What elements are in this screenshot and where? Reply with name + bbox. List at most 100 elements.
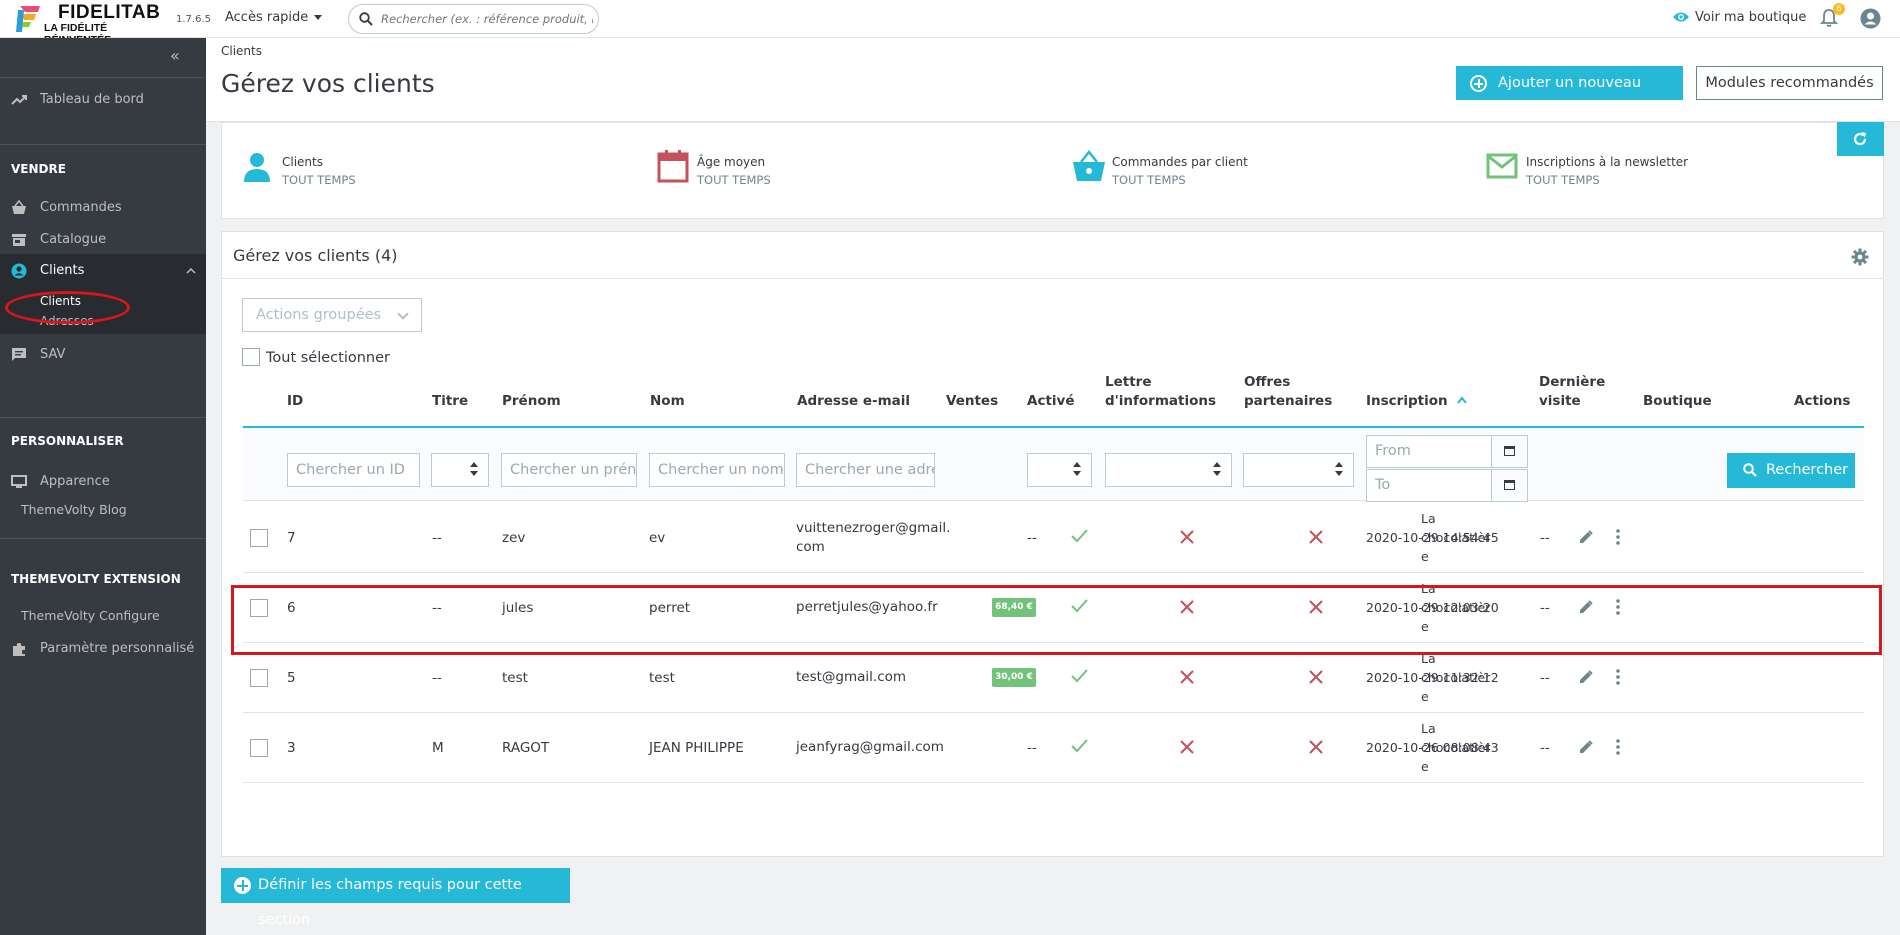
column-header-title[interactable]: Titre: [432, 393, 469, 409]
sidebar-item-label: Tableau de bord: [40, 92, 144, 107]
breadcrumb[interactable]: Clients: [221, 44, 262, 58]
filter-optin-select[interactable]: [1243, 453, 1354, 487]
cell-shop: La chocolatièr e: [1421, 649, 1490, 706]
row-checkbox[interactable]: [250, 529, 268, 547]
filter-title-select[interactable]: [431, 453, 489, 487]
close-icon: [1309, 600, 1323, 614]
filter-email-input[interactable]: Chercher une adresse e-mail: [796, 453, 935, 487]
filter-id-input[interactable]: Chercher un ID: [287, 453, 420, 487]
table-row[interactable]: 5 -- test test test@gmail.com 30,00 € 2020-10-…: [243, 643, 1864, 713]
column-header-email[interactable]: Adresse e-mail: [797, 393, 911, 409]
search-button[interactable]: Rechercher: [1727, 453, 1855, 488]
add-customer-button[interactable]: Ajouter un nouveau client: [1456, 66, 1683, 125]
column-header-registration[interactable]: Inscription: [1366, 392, 1467, 411]
column-header-active[interactable]: Activé: [1027, 393, 1075, 409]
newsletter-status[interactable]: [1180, 530, 1194, 548]
filter-active-select[interactable]: [1027, 453, 1092, 487]
shop-line: e: [1421, 759, 1429, 774]
column-header-newsletter[interactable]: Lettre d'informations: [1105, 374, 1217, 409]
column-header-id[interactable]: ID: [287, 393, 304, 409]
recommended-modules-button[interactable]: Modules recommandés: [1696, 66, 1883, 100]
sidebar-item-custom-settings[interactable]: Paramètre personnalisé: [0, 634, 206, 664]
column-header-registration-label: Inscription: [1366, 393, 1448, 409]
column-header-sales[interactable]: Ventes: [946, 393, 999, 409]
active-status[interactable]: [1071, 739, 1088, 757]
quick-access-menu[interactable]: Accès rapide: [225, 10, 323, 25]
table-row[interactable]: 6 -- jules perret perretjules@yahoo.fr 68,40 …: [243, 573, 1864, 643]
envelope-icon: [1486, 153, 1518, 179]
cell-lastname: ev: [649, 530, 666, 546]
sidebar-item-appearance[interactable]: Apparence: [0, 467, 206, 497]
gear-icon[interactable]: [1851, 248, 1869, 266]
quick-access-label: Accès rapide: [225, 10, 309, 25]
active-status[interactable]: [1071, 599, 1088, 617]
close-icon: [1309, 530, 1323, 544]
cell-last-visit: --: [1540, 670, 1550, 686]
user-menu[interactable]: [1860, 8, 1881, 33]
collapse-sidebar-icon[interactable]: «: [170, 46, 180, 65]
filter-newsletter-select[interactable]: [1105, 453, 1232, 487]
logo[interactable]: FIDELITAB LA FIDÉLITÉ RÉINVENTÉE: [14, 2, 174, 46]
calendar-button[interactable]: [1491, 470, 1527, 501]
sidebar-item-themevolty-blog[interactable]: ThemeVolty Blog: [21, 502, 127, 517]
more-actions-button[interactable]: [1616, 669, 1620, 689]
cell-registration-date: 2020-10-29 11:32:12: [1366, 670, 1499, 685]
row-checkbox[interactable]: [250, 599, 268, 617]
edit-button[interactable]: [1578, 670, 1593, 689]
shop-line: e: [1421, 689, 1429, 704]
filter-date-from[interactable]: From: [1366, 435, 1528, 468]
active-status[interactable]: [1071, 529, 1088, 547]
search-input[interactable]: [381, 10, 593, 28]
column-header-firstname[interactable]: Prénom: [502, 393, 561, 409]
newsletter-status[interactable]: [1180, 670, 1194, 688]
more-actions-button[interactable]: [1616, 599, 1620, 619]
required-fields-button[interactable]: Définir les champs requis pour cette sec…: [221, 868, 570, 928]
table-row[interactable]: 7 -- zev ev vuittenezroger@gmail. com -- 2020-1…: [243, 503, 1864, 573]
cell-last-visit: --: [1540, 530, 1550, 546]
newsletter-status[interactable]: [1180, 600, 1194, 618]
sidebar-item-themevolty-configure[interactable]: ThemeVolty Configure: [21, 608, 160, 623]
search-icon: [359, 12, 373, 26]
optin-status[interactable]: [1309, 530, 1323, 548]
calendar-icon: [1504, 480, 1515, 490]
optin-status[interactable]: [1309, 670, 1323, 688]
sidebar-item-catalog[interactable]: Catalogue: [0, 225, 206, 255]
close-icon: [1180, 670, 1194, 684]
select-all-checkbox[interactable]: [242, 348, 260, 366]
active-status[interactable]: [1071, 669, 1088, 687]
filter-lastname-input[interactable]: Chercher un nom: [649, 453, 785, 487]
edit-button[interactable]: [1578, 600, 1593, 619]
more-actions-button[interactable]: [1616, 739, 1620, 759]
column-header-lastname[interactable]: Nom: [650, 393, 685, 409]
cell-firstname: jules: [502, 600, 534, 616]
table-row[interactable]: 3 M RAGOT JEAN PHILIPPE jeanfyrag@gmail.com -…: [243, 713, 1864, 783]
row-checkbox[interactable]: [250, 669, 268, 687]
column-header-shop[interactable]: Boutique: [1643, 393, 1712, 409]
view-shop-link[interactable]: Voir ma boutique: [1672, 10, 1806, 25]
sidebar-item-orders[interactable]: Commandes: [0, 193, 206, 223]
select-all[interactable]: Tout sélectionner: [242, 348, 390, 366]
global-search[interactable]: [348, 4, 599, 34]
pencil-icon: [1580, 740, 1593, 753]
close-icon: [1309, 670, 1323, 684]
edit-button[interactable]: [1578, 530, 1593, 549]
column-header-optin[interactable]: Offres partenaires: [1244, 374, 1333, 409]
sidebar-item-customers[interactable]: Clients: [0, 254, 206, 288]
sidebar-item-dashboard[interactable]: Tableau de bord: [0, 85, 206, 115]
pencil-icon: [1580, 530, 1593, 543]
row-checkbox[interactable]: [250, 739, 268, 757]
newsletter-status[interactable]: [1180, 740, 1194, 758]
sidebar-item-sav[interactable]: SAV: [0, 340, 206, 370]
filter-firstname-input[interactable]: Chercher un prénom: [501, 453, 637, 487]
notifications-button[interactable]: 6: [1819, 3, 1845, 32]
filter-date-to[interactable]: To: [1366, 469, 1528, 502]
refresh-kpi-button[interactable]: [1837, 122, 1884, 156]
trending-up-icon: [11, 95, 27, 105]
optin-status[interactable]: [1309, 740, 1323, 758]
optin-status[interactable]: [1309, 600, 1323, 618]
bulk-actions-dropdown[interactable]: Actions groupées: [242, 298, 422, 332]
more-actions-button[interactable]: [1616, 529, 1620, 549]
column-header-last-visit[interactable]: Dernière visite: [1539, 374, 1606, 409]
edit-button[interactable]: [1578, 740, 1593, 759]
calendar-button[interactable]: [1491, 436, 1527, 467]
